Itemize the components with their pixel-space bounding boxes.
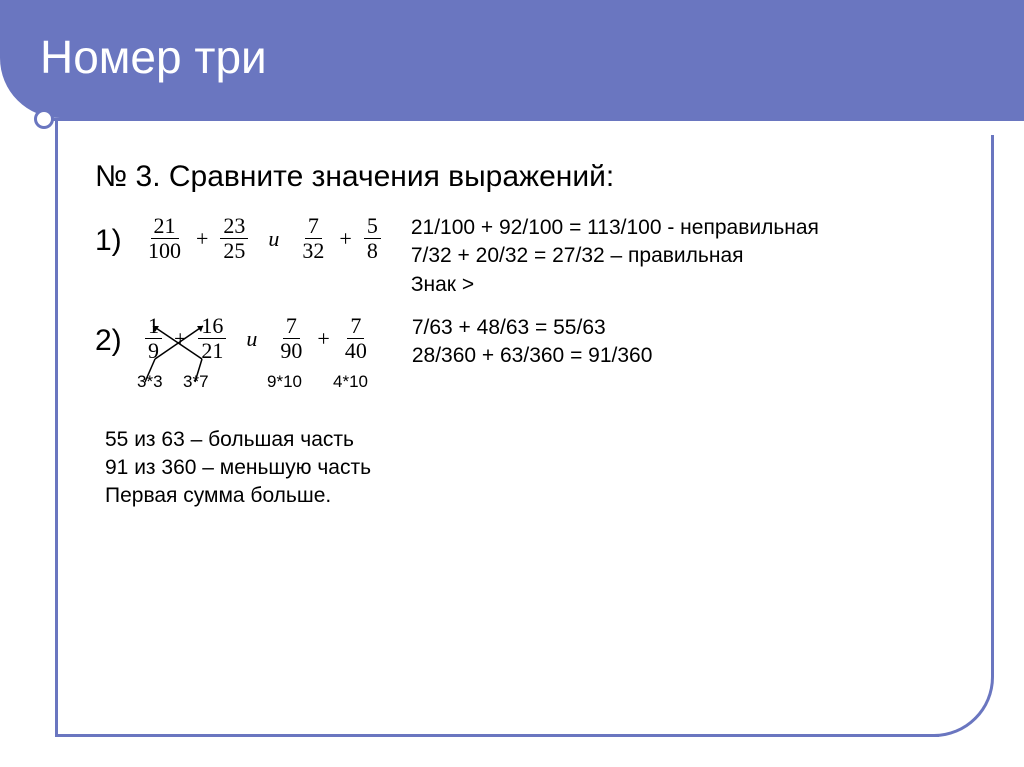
solution-line: 7/32 + 20/32 = 27/32 – правильная xyxy=(411,242,819,270)
task-heading: № 3. Сравните значения выражений: xyxy=(95,160,964,194)
solution-block: 7/63 + 48/63 = 55/63 28/360 + 63/360 = 9… xyxy=(412,314,653,371)
solution-block: 21/100 + 92/100 = 113/100 - неправильная… xyxy=(411,214,819,299)
fraction: 21 100 xyxy=(145,214,184,263)
problem-row: 1) 21 100 + 23 25 и 7 32 + 5 8 21/100 + … xyxy=(95,214,964,299)
solution-line: 21/100 + 92/100 = 113/100 - неправильная xyxy=(411,214,819,242)
fraction: 16 21 xyxy=(198,314,226,363)
conclusion-line: 55 из 63 – большая часть xyxy=(105,426,964,454)
conjunction: и xyxy=(234,326,269,352)
factorization: 4*10 xyxy=(333,372,368,392)
fraction: 1 9 xyxy=(145,314,162,363)
fraction: 7 32 xyxy=(299,214,327,263)
conclusion-line: Первая сумма больше. xyxy=(105,482,964,510)
expression-block: 21 100 + 23 25 и 7 32 + 5 8 xyxy=(145,214,381,263)
factorization: 3*7 xyxy=(183,372,209,392)
plus-sign: + xyxy=(170,326,190,352)
fraction: 5 8 xyxy=(364,214,381,263)
conclusion-line: 91 из 360 – меньшую часть xyxy=(105,454,964,482)
header-underline xyxy=(40,118,1024,121)
fraction: 7 40 xyxy=(342,314,370,363)
problem-number: 2) xyxy=(95,314,145,358)
solution-line: 7/63 + 48/63 = 55/63 xyxy=(412,314,653,342)
problem-number: 1) xyxy=(95,214,145,258)
slide-content: № 3. Сравните значения выражений: 1) 21 … xyxy=(95,160,964,511)
solution-line: 28/360 + 63/360 = 91/360 xyxy=(412,342,653,370)
problem-row: 2) 1 9 + 16 21 и 7 90 + 7 40 xyxy=(95,314,964,371)
conjunction: и xyxy=(256,226,291,252)
expression-block: 1 9 + 16 21 и 7 90 + 7 40 xyxy=(145,314,370,363)
factorization: 3*3 xyxy=(137,372,163,392)
factorization: 9*10 xyxy=(267,372,302,392)
fraction: 7 90 xyxy=(277,314,305,363)
plus-sign: + xyxy=(335,226,355,252)
slide-title: Номер три xyxy=(40,30,984,84)
plus-sign: + xyxy=(313,326,333,352)
header-bullet xyxy=(34,109,54,129)
slide-header: Номер три xyxy=(0,0,1024,118)
conclusion-block: 55 из 63 – большая часть 91 из 360 – мен… xyxy=(105,426,964,511)
fraction: 23 25 xyxy=(220,214,248,263)
solution-line: Знак > xyxy=(411,271,819,299)
plus-sign: + xyxy=(192,226,212,252)
